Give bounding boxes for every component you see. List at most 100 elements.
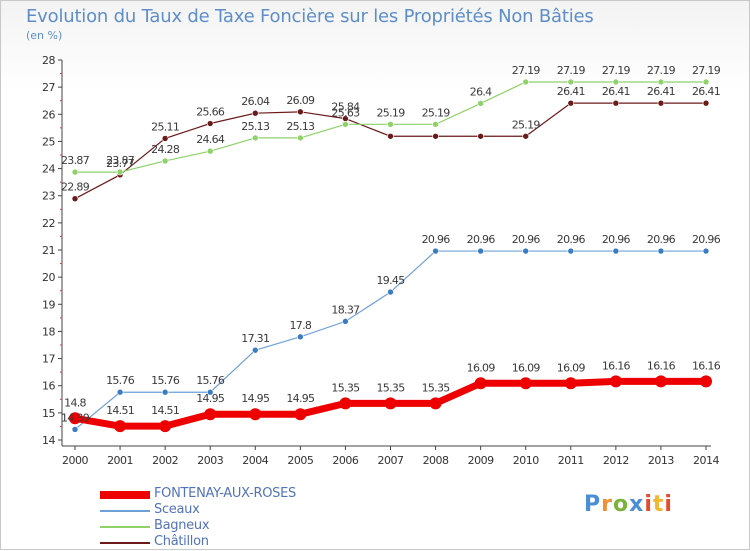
data-point	[700, 375, 712, 388]
y-tick-label: 27	[42, 81, 55, 94]
data-point	[477, 247, 484, 255]
data-point	[612, 99, 620, 107]
data-label: 15.35	[377, 381, 406, 394]
x-tick-label: 2012	[603, 454, 629, 467]
data-label: 26.41	[647, 85, 675, 98]
data-label: 27.19	[512, 64, 541, 77]
data-point	[116, 168, 124, 176]
data-point	[206, 388, 214, 396]
data-point	[297, 333, 304, 341]
data-label: 19.45	[377, 274, 406, 287]
x-tick-label: 2000	[62, 454, 88, 467]
data-label: 14.95	[286, 392, 315, 405]
legend-swatch	[100, 526, 150, 528]
data-label: 20.96	[692, 233, 721, 246]
data-label: 14.51	[106, 404, 134, 417]
data-label: 14.51	[151, 404, 179, 417]
y-tick-label: 15	[42, 407, 55, 420]
data-point	[71, 195, 79, 202]
data-point	[161, 135, 169, 142]
data-label: 25.19	[512, 118, 541, 131]
data-label: 26.41	[602, 85, 630, 98]
data-point	[432, 247, 439, 255]
legend-label: Sceaux	[154, 502, 200, 517]
data-point	[297, 134, 304, 142]
data-point	[342, 121, 349, 128]
x-tick-label: 2003	[197, 454, 223, 467]
data-label: 25.13	[241, 120, 270, 133]
data-point	[429, 397, 442, 410]
x-tick-label: 2001	[107, 454, 133, 467]
legend-item: Sceaux	[100, 502, 360, 519]
x-tick-label: 2004	[242, 454, 268, 467]
data-point	[702, 247, 710, 255]
data-label: 24.28	[151, 143, 180, 156]
data-point	[387, 132, 394, 140]
x-tick-label: 2007	[378, 454, 404, 467]
x-tick-label: 2009	[468, 454, 494, 467]
data-label: 16.16	[602, 359, 631, 372]
data-label: 14.39	[61, 411, 90, 424]
data-point	[522, 247, 530, 255]
x-tick-label: 2002	[152, 454, 178, 467]
data-label: 16.09	[512, 361, 541, 374]
y-tick-label: 23	[42, 190, 55, 203]
data-point	[116, 388, 124, 396]
legend-item: Châtillon	[100, 534, 360, 551]
data-point	[657, 78, 665, 86]
data-point	[657, 247, 665, 255]
data-label: 26.41	[557, 85, 585, 98]
data-label: 16.09	[557, 361, 586, 374]
data-label: 27.19	[602, 64, 631, 77]
data-label: 24.64	[196, 133, 225, 146]
data-label: 14.8	[64, 396, 86, 409]
y-axis-unit-label: (en %)	[26, 29, 63, 42]
data-point	[384, 397, 397, 410]
data-label: 17.8	[290, 319, 312, 332]
legend-label: FONTENAY-AUX-ROSES	[154, 486, 296, 501]
data-point	[477, 100, 484, 107]
x-tick-label: 2010	[513, 454, 539, 467]
data-point	[387, 288, 394, 296]
y-tick-label: 25	[42, 135, 55, 148]
y-tick-label: 14	[42, 434, 55, 447]
data-label: 20.96	[557, 233, 586, 246]
data-label: 22.89	[61, 181, 90, 194]
y-tick-label: 21	[42, 244, 55, 257]
chart-title: Evolution du Taux de Taxe Foncière sur l…	[26, 6, 594, 27]
data-point	[702, 99, 710, 107]
data-point	[251, 346, 259, 354]
data-label: 26.09	[286, 94, 315, 107]
data-point	[654, 375, 667, 388]
data-label: 16.16	[647, 359, 676, 372]
data-point	[297, 108, 304, 116]
data-label: 25.84	[331, 101, 360, 114]
x-tick-label: 2005	[287, 454, 313, 467]
data-label: 25.63	[331, 106, 360, 119]
data-label: 14.95	[196, 392, 225, 405]
data-point	[249, 408, 262, 421]
proxiti-logo: Proxiti	[584, 492, 673, 517]
y-tick-label: 18	[42, 325, 55, 338]
data-label: 20.96	[512, 233, 541, 246]
data-label: 16.09	[467, 361, 496, 374]
data-label: 15.35	[422, 381, 451, 394]
x-tick-label: 2014	[693, 454, 719, 467]
data-point	[609, 375, 622, 388]
legend-label: Bagneux	[154, 518, 210, 533]
legend-item: FONTENAY-AUX-ROSES	[100, 486, 360, 503]
data-label: 16.16	[692, 359, 721, 372]
data-point	[342, 318, 349, 325]
data-label: 15.76	[151, 374, 180, 387]
data-label: 25.11	[151, 120, 179, 133]
data-label: 17.31	[241, 332, 269, 345]
data-point	[657, 99, 665, 107]
y-tick-label: 26	[42, 108, 55, 121]
data-point	[206, 120, 214, 127]
data-point	[567, 247, 575, 255]
data-point	[522, 78, 530, 86]
data-point	[522, 132, 530, 140]
data-label: 25.66	[196, 106, 225, 119]
legend-swatch	[100, 542, 150, 544]
